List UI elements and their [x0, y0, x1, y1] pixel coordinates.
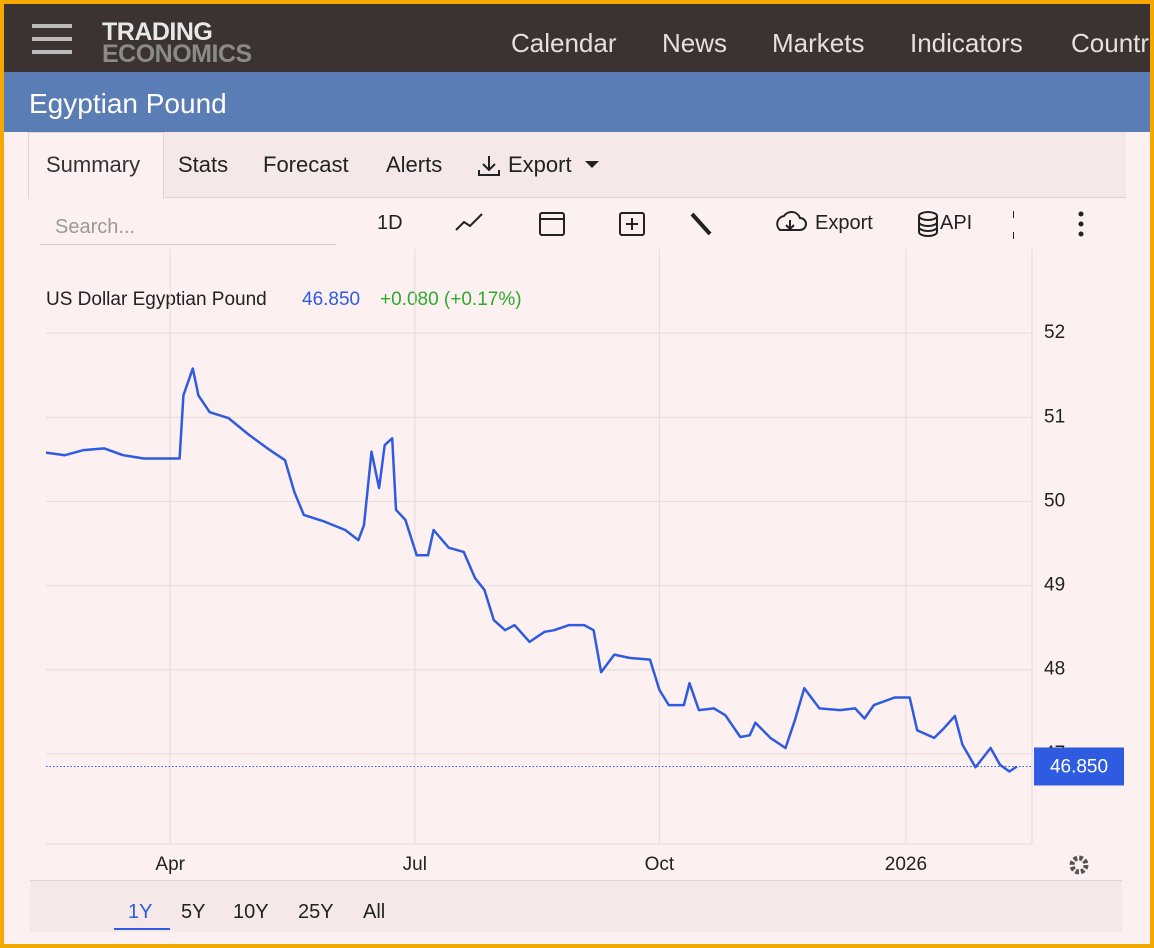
page-title: Egyptian Pound — [29, 88, 227, 119]
interval[interactable]: 1D — [377, 212, 403, 234]
search-underline — [40, 244, 336, 245]
brand-top[interactable]: TRADING — [102, 18, 213, 46]
tab[interactable]: Summary — [46, 152, 141, 177]
nav-link[interactable]: Countries — [1071, 28, 1150, 58]
range-button[interactable]: All — [363, 901, 386, 923]
range-button[interactable]: 5Y — [181, 901, 206, 923]
series-name: US Dollar Egyptian Pound — [46, 289, 267, 310]
tab[interactable]: Alerts — [386, 152, 443, 177]
series-line — [45, 367, 1018, 773]
nav-link[interactable]: Indicators — [910, 28, 1023, 58]
settings-icon[interactable] — [1069, 855, 1089, 875]
chart: US Dollar Egyptian Pound 46.850 +0.080 (… — [45, 249, 1124, 875]
y-tick-label: 50 — [1044, 490, 1065, 511]
active-tab-bg — [28, 132, 164, 199]
api-button[interactable]: API — [940, 212, 973, 234]
range-button[interactable]: 10Y — [233, 901, 269, 923]
more-icon[interactable] — [1076, 210, 1086, 238]
menu-icon[interactable] — [32, 24, 74, 56]
range-underline — [114, 928, 170, 930]
range-button[interactable]: 1Y — [128, 901, 153, 923]
range-button[interactable]: 25Y — [298, 901, 334, 923]
y-tick-label: 51 — [1044, 406, 1065, 427]
x-tick-label: 2026 — [885, 854, 927, 875]
gear[interactable] — [1069, 855, 1089, 875]
y-tick-label: 48 — [1044, 659, 1065, 680]
x-tick-label: Jul — [403, 854, 427, 875]
y-tick-label: 52 — [1044, 322, 1065, 343]
nav-link[interactable]: Calendar — [511, 28, 617, 58]
price-change: +0.080 (+0.17%) — [380, 289, 522, 310]
title-bar: Egyptian Pound — [4, 72, 1150, 132]
search-placeholder[interactable]: Search... — [55, 216, 136, 238]
tab[interactable]: Forecast — [263, 152, 349, 177]
tab[interactable]: Stats — [178, 152, 229, 177]
x-tick-label: Apr — [155, 854, 185, 875]
caret[interactable] — [584, 160, 600, 170]
last-price: 46.850 — [302, 289, 360, 310]
range-bar — [30, 880, 1122, 932]
last-value-label: 46.850 — [1050, 756, 1108, 777]
nav-bar: TRADING ECONOMICS Calendar News Markets … — [4, 4, 1150, 72]
last-value-box — [1034, 747, 1124, 786]
export-button[interactable]: Export — [815, 212, 873, 234]
tab-bar: Summary Stats Forecast Alerts Export — [28, 132, 1126, 199]
tab[interactable]: Export — [508, 152, 572, 177]
toolbar-icons — [455, 211, 1014, 239]
download-icon[interactable] — [476, 154, 502, 178]
brand-bottom[interactable]: ECONOMICS — [102, 40, 252, 68]
nav-link[interactable]: Markets — [772, 28, 865, 58]
y-tick-label: 49 — [1044, 575, 1065, 596]
x-tick-label: Oct — [645, 854, 675, 875]
nav-link[interactable]: News — [662, 28, 728, 58]
